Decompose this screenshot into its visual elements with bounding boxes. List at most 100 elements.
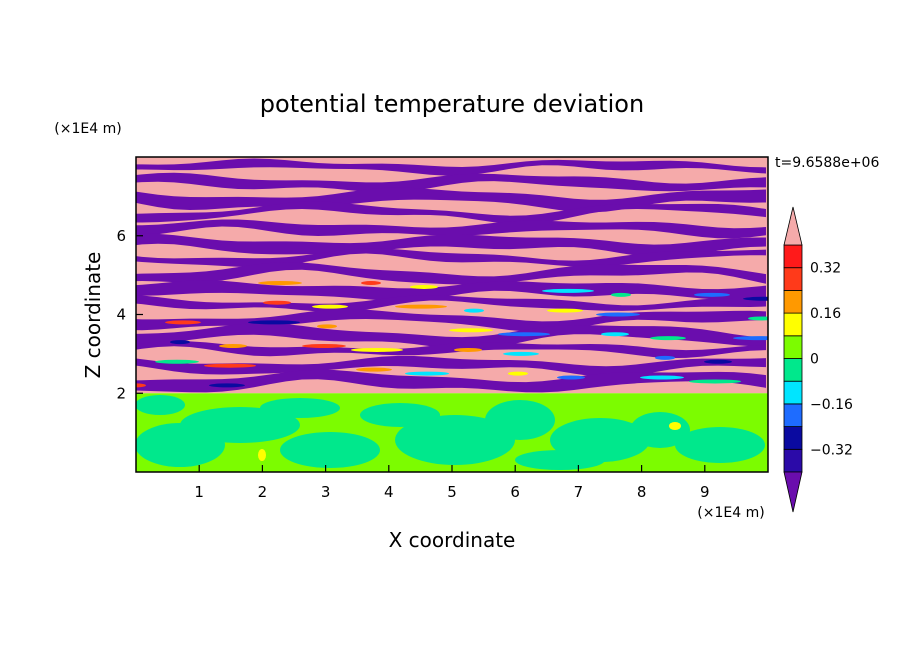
- mixing-streak: [650, 336, 686, 341]
- lower-layer-blob: [260, 398, 340, 418]
- colorbar-segment: [783, 380, 803, 405]
- purple-band: [136, 219, 766, 239]
- mixing-streak: [248, 320, 300, 325]
- y-tick-label: 2: [116, 384, 126, 402]
- colorbar-segment: [783, 312, 803, 337]
- colorbar-segment: [783, 403, 803, 427]
- purple-band: [136, 158, 766, 176]
- mixing-streak: [410, 284, 438, 289]
- mixing-streak: [204, 363, 256, 368]
- x-tick-label: 2: [258, 483, 268, 501]
- chart-title: potential temperature deviation: [260, 90, 644, 118]
- lower-layer-blob: [180, 407, 300, 443]
- mixing-streak: [155, 359, 199, 364]
- mixing-streak: [611, 292, 631, 297]
- mixing-streak: [547, 308, 583, 313]
- mixing-streak: [219, 344, 247, 348]
- lower-layer-blob: [280, 432, 380, 468]
- purple-band: [136, 341, 766, 359]
- lower-layer-blob: [485, 400, 555, 440]
- x-axis-unit: (×1E4 m): [697, 505, 764, 521]
- mixing-streak: [498, 332, 550, 337]
- time-label: t=9.6588e+06: [775, 155, 879, 171]
- x-tick-label: 5: [447, 483, 457, 501]
- x-tick-label: 6: [510, 483, 520, 501]
- mixing-streak: [136, 383, 146, 388]
- lower-layer-blob: [515, 450, 605, 470]
- y-tick-label: 6: [116, 227, 126, 245]
- mixing-streak: [743, 296, 768, 301]
- mixing-streak: [263, 300, 291, 305]
- colorbar-segment: [783, 448, 803, 473]
- mixing-streak: [694, 292, 730, 297]
- mixing-streak: [733, 336, 768, 341]
- colorbar: 0.32 0.16 0 −0.16 −0.32: [783, 206, 853, 513]
- x-tick-label: 9: [700, 483, 710, 501]
- mixing-streak: [356, 367, 392, 372]
- x-tick-label: 4: [384, 483, 394, 501]
- x-axis-label: X coordinate: [389, 528, 516, 552]
- mixing-streak: [312, 304, 348, 309]
- y-axis-unit: (×1E4 m): [54, 121, 121, 137]
- mixing-streak: [557, 375, 585, 380]
- plot-area: [136, 157, 768, 472]
- lower-layer-blob: [675, 427, 765, 463]
- mixing-streak: [351, 347, 403, 352]
- x-axis: 1 2 3 4 5 6 7 8 9: [194, 465, 710, 501]
- purple-band: [136, 308, 766, 332]
- mixing-streak: [601, 332, 629, 337]
- colorbar-segment: [783, 335, 803, 359]
- colorbar-tick-label: 0: [810, 352, 819, 368]
- mixing-streak: [508, 371, 528, 376]
- y-axis: 2 4 6: [116, 227, 143, 402]
- mixing-streak: [454, 347, 482, 352]
- mixing-streak: [170, 340, 190, 345]
- mixing-streak: [395, 304, 447, 309]
- y-tick-label: 4: [116, 306, 126, 324]
- purple-band: [136, 233, 766, 258]
- colorbar-segment: [783, 358, 803, 382]
- lower-layer-blob: [136, 395, 185, 415]
- x-tick-label: 1: [194, 483, 204, 501]
- mixing-streak: [640, 375, 684, 380]
- mixing-streak: [689, 379, 741, 384]
- mixing-streak: [748, 316, 768, 321]
- colorbar-extend-bottom: [783, 471, 803, 513]
- mixing-streak: [464, 308, 484, 313]
- colorbar-segment: [783, 267, 803, 291]
- purple-band: [136, 172, 766, 193]
- mixing-streak: [655, 355, 675, 360]
- colorbar-segment: [783, 426, 803, 450]
- mixing-streak: [405, 371, 449, 376]
- mixing-streak: [258, 281, 302, 285]
- lower-layer-blob: [360, 403, 440, 427]
- colorbar-tick-label: 0.16: [810, 306, 841, 322]
- lower-layer-blob: [395, 415, 515, 465]
- colorbar-segment: [783, 289, 803, 314]
- colorbar-extend-top: [783, 206, 803, 246]
- x-tick-label: 8: [637, 483, 647, 501]
- mixing-streak: [361, 281, 381, 285]
- x-tick-label: 3: [321, 483, 331, 501]
- mixing-streak: [704, 359, 732, 364]
- lower-layer-blob: [630, 412, 690, 448]
- purple-band: [136, 295, 766, 313]
- purple-band: [136, 262, 766, 285]
- mixing-streak: [209, 383, 245, 388]
- colorbar-tick-label: −0.16: [810, 397, 853, 413]
- mixing-streak: [503, 351, 539, 356]
- y-axis-label: Z coordinate: [81, 252, 105, 379]
- mixing-streak: [542, 288, 594, 293]
- colorbar-tick-label: −0.32: [810, 442, 853, 458]
- purple-band: [136, 369, 766, 393]
- x-tick-label: 7: [574, 483, 584, 501]
- mixing-streak: [302, 344, 346, 348]
- purple-band: [136, 280, 766, 302]
- purple-band: [136, 323, 766, 350]
- colorbar-segment: [783, 244, 803, 269]
- colorbar-tick-label: 0.32: [810, 261, 841, 277]
- mixing-streak: [165, 320, 201, 325]
- purple-band: [136, 201, 766, 225]
- mixing-streak: [449, 328, 493, 333]
